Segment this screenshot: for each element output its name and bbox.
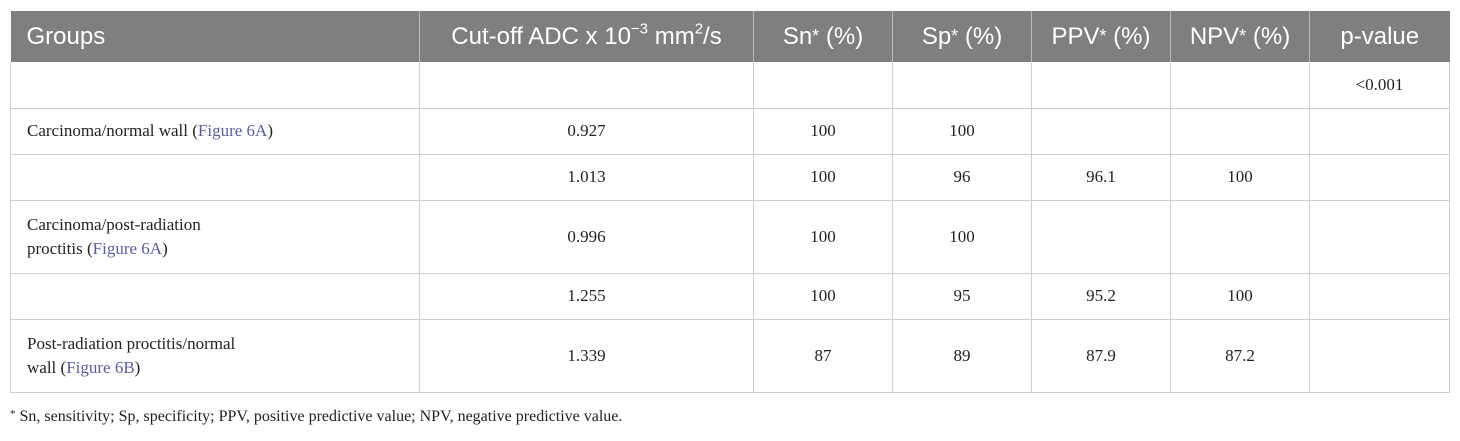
figure-link[interactable]: Figure 6A xyxy=(92,238,163,258)
cell-cutoff: 0.927 xyxy=(419,108,754,155)
cell-pvalue xyxy=(1309,108,1450,155)
cell-group: Carcinoma/post-radiation proctitis (Figur… xyxy=(10,200,420,274)
cell-pvalue xyxy=(1309,273,1450,320)
footnote-star: * xyxy=(10,408,16,421)
header-sn-star: * xyxy=(812,25,820,46)
cell-cutoff xyxy=(419,62,754,109)
cell-ppv: 95.2 xyxy=(1031,273,1171,320)
group-text-line1: Post-radiation proctitis/normal xyxy=(27,333,236,353)
group-close-paren: ) xyxy=(267,121,273,140)
footnote-text: Sn, sensitivity; Sp, specificity; PPV, p… xyxy=(15,408,623,425)
header-cutoff-label: Cut-off ADC x 10 xyxy=(451,22,631,50)
cell-sn: 87 xyxy=(753,319,893,393)
header-npv: NPV* (%) xyxy=(1170,11,1310,62)
table-row: <0.001 xyxy=(10,62,1450,109)
cell-npv: 100 xyxy=(1170,154,1310,201)
cell-cutoff: 0.996 xyxy=(419,200,754,274)
cell-pvalue xyxy=(1309,200,1450,274)
table-row: Post-radiation proctitis/normal wall (Fig… xyxy=(10,319,1450,393)
table-header-row: Groups Cut-off ADC x 10−3 mm2/s Sn* (%) … xyxy=(10,11,1450,62)
diagnostic-performance-table: Groups Cut-off ADC x 10−3 mm2/s Sn* (%) … xyxy=(10,11,1450,393)
header-sp-label: Sp xyxy=(921,22,952,50)
cell-ppv xyxy=(1031,200,1171,274)
group-text-line2: proctitis ( xyxy=(27,238,93,258)
cell-npv xyxy=(1170,200,1310,274)
cell-sn: 100 xyxy=(753,108,893,155)
header-sn: Sn* (%) xyxy=(753,11,893,62)
figure-link[interactable]: Figure 6B xyxy=(66,357,135,377)
header-ppv-pct: (%) xyxy=(1106,22,1151,50)
header-sp-star: * xyxy=(951,25,959,46)
table-row: Carcinoma/post-radiation proctitis (Figur… xyxy=(10,200,1450,274)
cell-npv: 100 xyxy=(1170,273,1310,320)
header-sn-pct: (%) xyxy=(819,22,864,50)
header-npv-pct: (%) xyxy=(1246,22,1291,50)
header-cutoff-unit-exponent: 2 xyxy=(694,20,704,37)
table-row: Carcinoma/normal wall (Figure 6A) 0.927 … xyxy=(10,108,1450,155)
cell-pvalue xyxy=(1309,154,1450,201)
header-ppv: PPV* (%) xyxy=(1031,11,1171,62)
group-close-paren: ) xyxy=(162,238,168,258)
results-table-container: Groups Cut-off ADC x 10−3 mm2/s Sn* (%) … xyxy=(10,11,1450,393)
cell-npv: 87.2 xyxy=(1170,319,1310,393)
cell-npv xyxy=(1170,108,1310,155)
cell-cutoff: 1.339 xyxy=(419,319,754,393)
cell-sn: 100 xyxy=(753,154,893,201)
header-cutoff-exponent: −3 xyxy=(630,20,649,37)
table-footnote: * Sn, sensitivity; Sp, specificity; PPV,… xyxy=(10,408,622,426)
cell-npv xyxy=(1170,62,1310,109)
header-cutoff-tail: /s xyxy=(703,22,722,50)
cell-group xyxy=(10,154,420,201)
header-pvalue: p-value xyxy=(1309,11,1450,62)
header-sp-pct: (%) xyxy=(958,22,1003,50)
cell-sn: 100 xyxy=(753,200,893,274)
header-npv-label: NPV xyxy=(1189,22,1240,50)
cell-ppv xyxy=(1031,108,1171,155)
cell-group: Post-radiation proctitis/normal wall (Fig… xyxy=(10,319,420,393)
cell-group: Carcinoma/normal wall (Figure 6A) xyxy=(10,108,420,155)
cell-sp: 100 xyxy=(892,200,1032,274)
cell-sp xyxy=(892,62,1032,109)
figure-link[interactable]: Figure 6A xyxy=(197,121,268,140)
cell-sn: 100 xyxy=(753,273,893,320)
cell-pvalue: <0.001 xyxy=(1309,62,1450,109)
table-row: 1.013 100 96 96.1 100 xyxy=(10,154,1450,201)
header-npv-star: * xyxy=(1239,25,1247,46)
cell-sp: 96 xyxy=(892,154,1032,201)
header-groups: Groups xyxy=(10,11,420,62)
cell-ppv: 87.9 xyxy=(1031,319,1171,393)
header-ppv-label: PPV xyxy=(1051,22,1100,50)
header-cutoff: Cut-off ADC x 10−3 mm2/s xyxy=(419,11,754,62)
cell-pvalue xyxy=(1309,319,1450,393)
header-sp: Sp* (%) xyxy=(892,11,1032,62)
table-row: 1.255 100 95 95.2 100 xyxy=(10,273,1450,320)
group-close-paren: ) xyxy=(134,357,141,377)
group-text-line1: Carcinoma/post-radiation xyxy=(27,214,201,234)
header-ppv-star: * xyxy=(1099,25,1107,46)
cell-sp: 95 xyxy=(892,273,1032,320)
cell-group xyxy=(10,62,420,109)
cell-cutoff: 1.255 xyxy=(419,273,754,320)
cell-sp: 89 xyxy=(892,319,1032,393)
cell-cutoff: 1.013 xyxy=(419,154,754,201)
cell-sn xyxy=(753,62,893,109)
cell-group xyxy=(10,273,420,320)
cell-sp: 100 xyxy=(892,108,1032,155)
cell-ppv: 96.1 xyxy=(1031,154,1171,201)
group-text-line2: wall ( xyxy=(27,357,67,377)
cell-ppv xyxy=(1031,62,1171,109)
header-sn-label: Sn xyxy=(782,22,813,50)
header-cutoff-unit: mm xyxy=(648,22,695,50)
group-text: Carcinoma/normal wall ( xyxy=(27,121,198,140)
